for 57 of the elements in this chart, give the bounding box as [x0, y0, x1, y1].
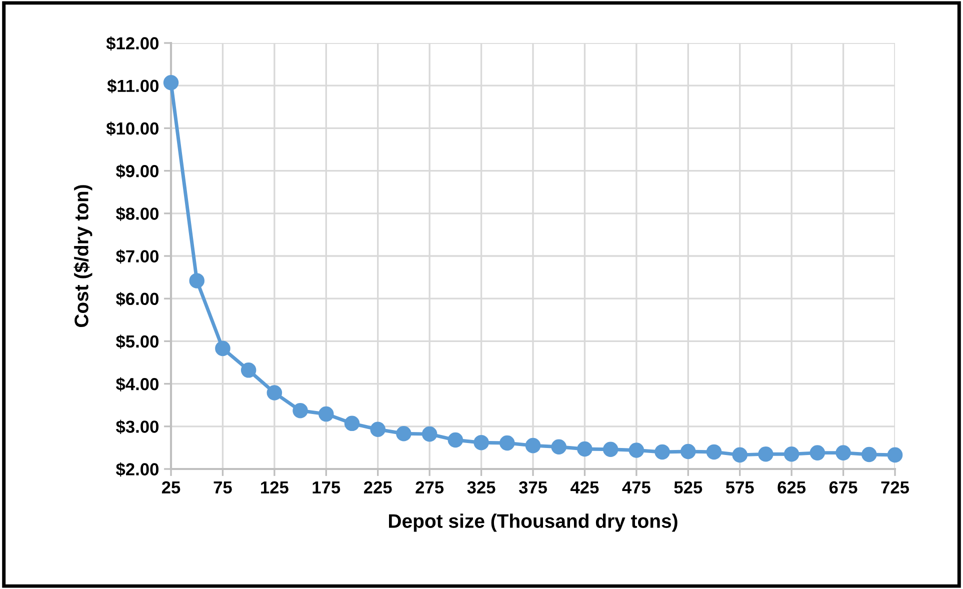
point: [474, 434, 489, 450]
point: [551, 439, 566, 454]
point: [706, 444, 722, 460]
x-tick-label: 25: [162, 481, 180, 494]
point: [292, 403, 308, 418]
point: [448, 432, 464, 448]
point: [810, 445, 826, 460]
point: [784, 446, 800, 462]
x-tick-label: 275: [416, 481, 444, 494]
point: [577, 441, 592, 457]
point: [344, 416, 360, 432]
x-tick-label: 625: [778, 481, 806, 494]
point: [189, 273, 204, 288]
point: [628, 442, 644, 458]
x-tick-label: 225: [364, 481, 392, 494]
point: [732, 447, 748, 463]
point: [500, 435, 515, 451]
point: [266, 385, 282, 400]
y-tick-label: $5.00: [116, 334, 158, 349]
y-tick-label: $3.00: [116, 420, 158, 434]
y-tick-label: $11.00: [107, 79, 158, 94]
y-tick-label: $10.00: [106, 122, 158, 136]
point: [422, 426, 438, 442]
point: [602, 442, 618, 458]
point: [758, 446, 774, 462]
x-tick-label: 175: [312, 481, 340, 494]
point: [318, 406, 334, 422]
point: [887, 447, 903, 463]
x-tick-label: 325: [467, 481, 496, 494]
x-axis-title: Depot size (Thousand dry tons): [389, 514, 678, 532]
point: [163, 74, 179, 90]
x-tick-label: 475: [622, 481, 650, 494]
x-tick-label: 375: [518, 481, 547, 494]
x-tick-label: 575: [726, 481, 754, 494]
x-tick-label: 125: [261, 481, 288, 494]
y-tick-label: $4.00: [116, 377, 158, 392]
y-tick-label: $6.00: [116, 292, 158, 306]
point: [654, 444, 670, 460]
y-tick-label: $7.00: [116, 249, 158, 264]
y-tick-label: $2.00: [116, 462, 158, 477]
x-tick-label: 675: [829, 481, 858, 494]
point: [215, 340, 230, 356]
point: [240, 362, 256, 378]
point: [396, 426, 412, 442]
point: [836, 445, 851, 460]
y-tick-label: $9.00: [116, 164, 158, 178]
x-tick-label: 425: [570, 481, 599, 494]
y-tick-label: $12.00: [106, 36, 158, 51]
point: [680, 444, 696, 460]
point: [525, 438, 541, 454]
x-tick-label: 725: [881, 481, 909, 494]
y-tick-label: $8.00: [116, 206, 158, 221]
x-tick-label: 525: [674, 481, 702, 494]
point: [370, 422, 386, 438]
y-axis-title: Cost ($/dry ton): [74, 185, 92, 328]
point: [862, 446, 877, 462]
x-tick-label: 75: [214, 481, 232, 494]
